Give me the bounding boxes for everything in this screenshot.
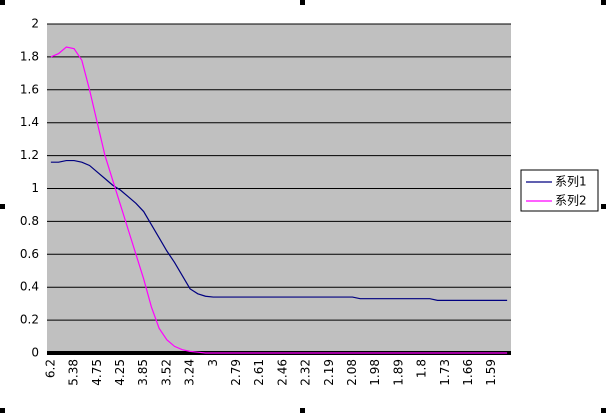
- series-line: [50, 159, 508, 301]
- y-tick-label: 0.4: [20, 280, 39, 294]
- selection-handle: [300, 408, 305, 413]
- x-tick-label: 3: [206, 359, 220, 367]
- x-tick-label: 2.79: [229, 359, 243, 386]
- x-tick-label: 2.08: [345, 359, 359, 386]
- x-tick-label: 1.59: [484, 359, 498, 386]
- legend: [520, 169, 599, 212]
- x-tick-label: 3.85: [136, 359, 150, 386]
- y-tick-label: 0: [31, 346, 39, 360]
- x-tick-label: 3.24: [183, 359, 197, 386]
- y-tick-label: 1: [31, 181, 39, 195]
- y-tick-label: 1.2: [20, 148, 39, 162]
- x-tick-label: 1.66: [461, 359, 475, 386]
- selection-handle: [0, 0, 5, 5]
- x-tick-label: 2.32: [299, 359, 313, 386]
- y-tick-label: 0.6: [20, 247, 39, 261]
- y-tick-label: 1.4: [20, 115, 39, 129]
- y-tick-label: 1.6: [20, 82, 39, 96]
- x-tick-label: 1.89: [391, 359, 405, 386]
- y-tick-label: 0.2: [20, 313, 39, 327]
- selection-handle: [300, 0, 305, 5]
- x-tick-label: 2.61: [252, 359, 266, 386]
- x-tick-label: 2.46: [275, 359, 289, 386]
- selection-handle: [0, 408, 5, 413]
- y-tick-label: 1.8: [20, 49, 39, 63]
- selection-handle: [601, 408, 606, 413]
- x-tick-label: 3.52: [159, 359, 173, 386]
- x-tick-label: 2.19: [322, 359, 336, 386]
- y-tick-label: 0.8: [20, 214, 39, 228]
- y-tick-label: 2: [31, 17, 39, 31]
- x-tick-label: 6.2: [43, 359, 57, 378]
- x-tick-label: 5.38: [67, 359, 81, 386]
- selection-handle: [0, 204, 5, 209]
- legend-label: 系列2: [555, 194, 587, 208]
- selection-handle: [601, 0, 606, 5]
- selection-handle: [601, 204, 606, 209]
- x-tick-label: 1.98: [368, 359, 382, 386]
- x-tick-label: 4.75: [90, 359, 104, 386]
- x-tick-label: 1.73: [438, 359, 452, 386]
- series-line: [50, 46, 508, 354]
- legend-label: 系列1: [555, 175, 587, 189]
- x-tick-label: 1.8: [415, 359, 429, 378]
- x-tick-label: 4.25: [113, 359, 127, 386]
